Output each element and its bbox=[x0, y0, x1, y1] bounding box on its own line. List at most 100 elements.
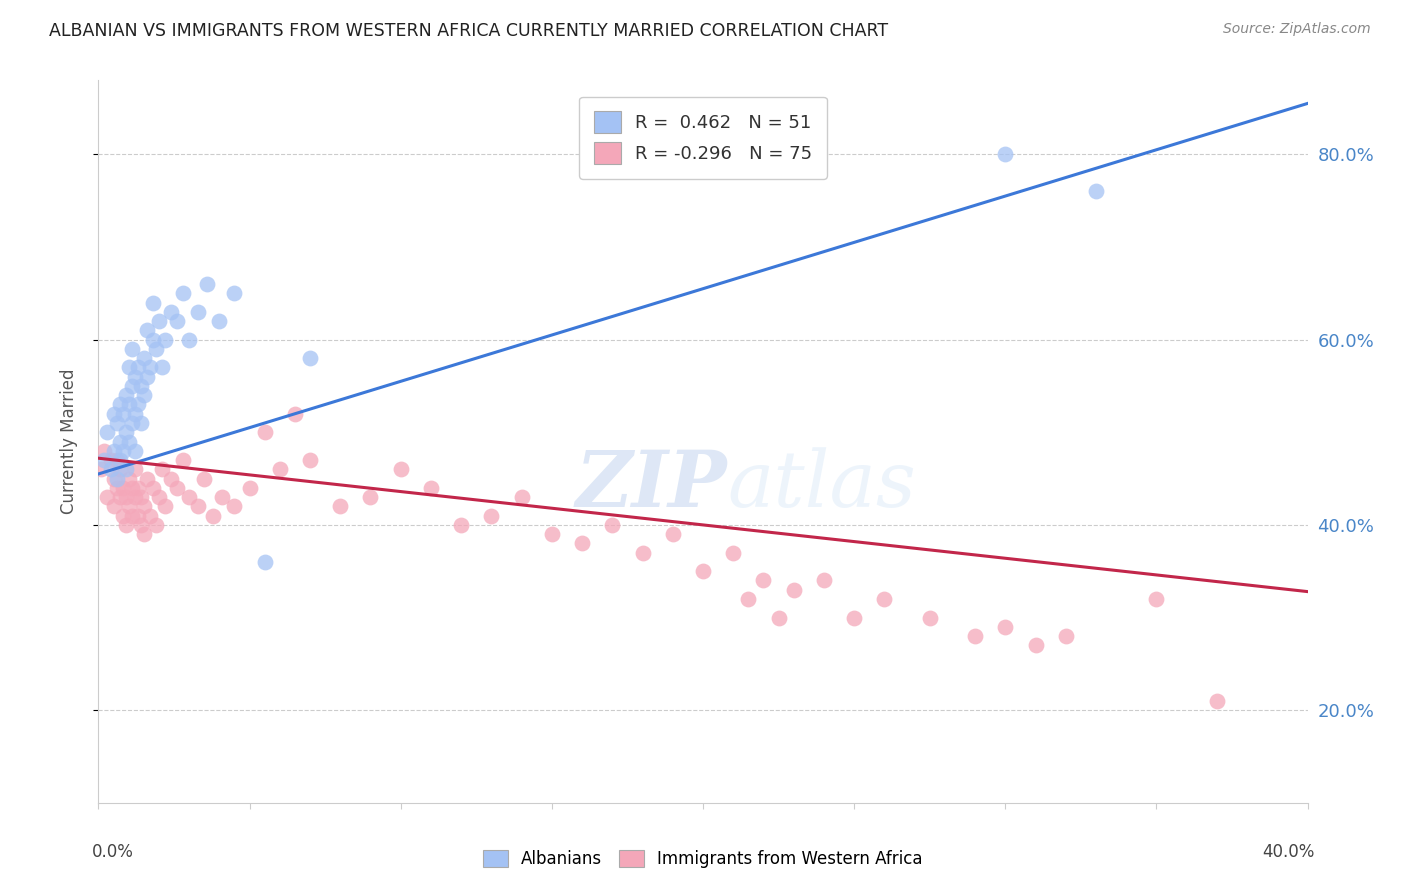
Text: 0.0%: 0.0% bbox=[91, 843, 134, 861]
Point bbox=[118, 360, 141, 375]
Point bbox=[160, 472, 183, 486]
Point bbox=[172, 286, 194, 301]
Point bbox=[269, 462, 291, 476]
Point bbox=[631, 546, 654, 560]
Point bbox=[166, 314, 188, 328]
Point bbox=[124, 407, 146, 421]
Point bbox=[150, 360, 173, 375]
Point bbox=[661, 527, 683, 541]
Point bbox=[111, 443, 134, 458]
Point bbox=[124, 462, 146, 476]
Point bbox=[105, 453, 128, 467]
Point bbox=[124, 443, 146, 458]
Point bbox=[114, 388, 136, 402]
Point bbox=[114, 425, 136, 440]
Legend: R =  0.462   N = 51, R = -0.296   N = 75: R = 0.462 N = 51, R = -0.296 N = 75 bbox=[579, 96, 827, 178]
Point bbox=[145, 342, 167, 356]
Point bbox=[121, 379, 143, 393]
Point bbox=[129, 490, 152, 504]
Y-axis label: Currently Married: Currently Married bbox=[59, 368, 77, 515]
Point bbox=[132, 500, 155, 514]
Point bbox=[135, 472, 157, 486]
Point bbox=[153, 333, 176, 347]
Point bbox=[783, 582, 806, 597]
Point bbox=[208, 314, 231, 328]
Point bbox=[202, 508, 225, 523]
Point bbox=[100, 453, 122, 467]
Point bbox=[510, 490, 533, 504]
Point bbox=[571, 536, 593, 550]
Point bbox=[723, 546, 745, 560]
Point bbox=[253, 555, 276, 569]
Point bbox=[103, 500, 125, 514]
Point bbox=[193, 472, 215, 486]
Point bbox=[127, 397, 149, 411]
Point bbox=[139, 508, 162, 523]
Point bbox=[103, 407, 125, 421]
Point bbox=[253, 425, 276, 440]
Point bbox=[965, 629, 987, 643]
Point bbox=[239, 481, 262, 495]
Point bbox=[602, 517, 624, 532]
Point bbox=[118, 397, 141, 411]
Point bbox=[111, 508, 134, 523]
Text: ZIP: ZIP bbox=[575, 447, 727, 523]
Point bbox=[299, 351, 322, 366]
Point bbox=[118, 434, 141, 449]
Point bbox=[121, 342, 143, 356]
Point bbox=[420, 481, 443, 495]
Point bbox=[114, 490, 136, 504]
Point bbox=[135, 323, 157, 337]
Point bbox=[108, 462, 131, 476]
Point bbox=[179, 333, 201, 347]
Point bbox=[540, 527, 562, 541]
Point bbox=[96, 425, 118, 440]
Point bbox=[132, 388, 155, 402]
Point bbox=[153, 500, 176, 514]
Point bbox=[166, 481, 188, 495]
Point bbox=[124, 369, 146, 384]
Point bbox=[96, 490, 118, 504]
Point bbox=[284, 407, 307, 421]
Point bbox=[1085, 185, 1108, 199]
Point bbox=[103, 472, 125, 486]
Point bbox=[737, 592, 759, 607]
Point bbox=[93, 453, 115, 467]
Point bbox=[129, 379, 152, 393]
Point bbox=[187, 500, 209, 514]
Point bbox=[481, 508, 503, 523]
Point bbox=[752, 574, 775, 588]
Point bbox=[135, 369, 157, 384]
Point bbox=[139, 360, 162, 375]
Point bbox=[160, 305, 183, 319]
Point bbox=[129, 416, 152, 430]
Point bbox=[132, 351, 155, 366]
Point bbox=[145, 517, 167, 532]
Point bbox=[1054, 629, 1077, 643]
Point bbox=[179, 490, 201, 504]
Point bbox=[118, 500, 141, 514]
Point bbox=[1206, 694, 1229, 708]
Point bbox=[105, 416, 128, 430]
Point bbox=[111, 407, 134, 421]
Legend: Albanians, Immigrants from Western Africa: Albanians, Immigrants from Western Afric… bbox=[477, 843, 929, 875]
Text: atlas: atlas bbox=[727, 447, 915, 523]
Point bbox=[329, 500, 352, 514]
Point bbox=[148, 314, 170, 328]
Point bbox=[142, 333, 165, 347]
Point bbox=[1144, 592, 1167, 607]
Point bbox=[768, 610, 790, 624]
Point bbox=[994, 147, 1017, 161]
Point bbox=[172, 453, 194, 467]
Text: Source: ZipAtlas.com: Source: ZipAtlas.com bbox=[1223, 22, 1371, 37]
Point bbox=[111, 481, 134, 495]
Point bbox=[918, 610, 941, 624]
Point bbox=[129, 517, 152, 532]
Point bbox=[108, 397, 131, 411]
Point bbox=[132, 527, 155, 541]
Point bbox=[108, 434, 131, 449]
Point bbox=[142, 481, 165, 495]
Point bbox=[127, 481, 149, 495]
Point bbox=[127, 508, 149, 523]
Point bbox=[224, 500, 246, 514]
